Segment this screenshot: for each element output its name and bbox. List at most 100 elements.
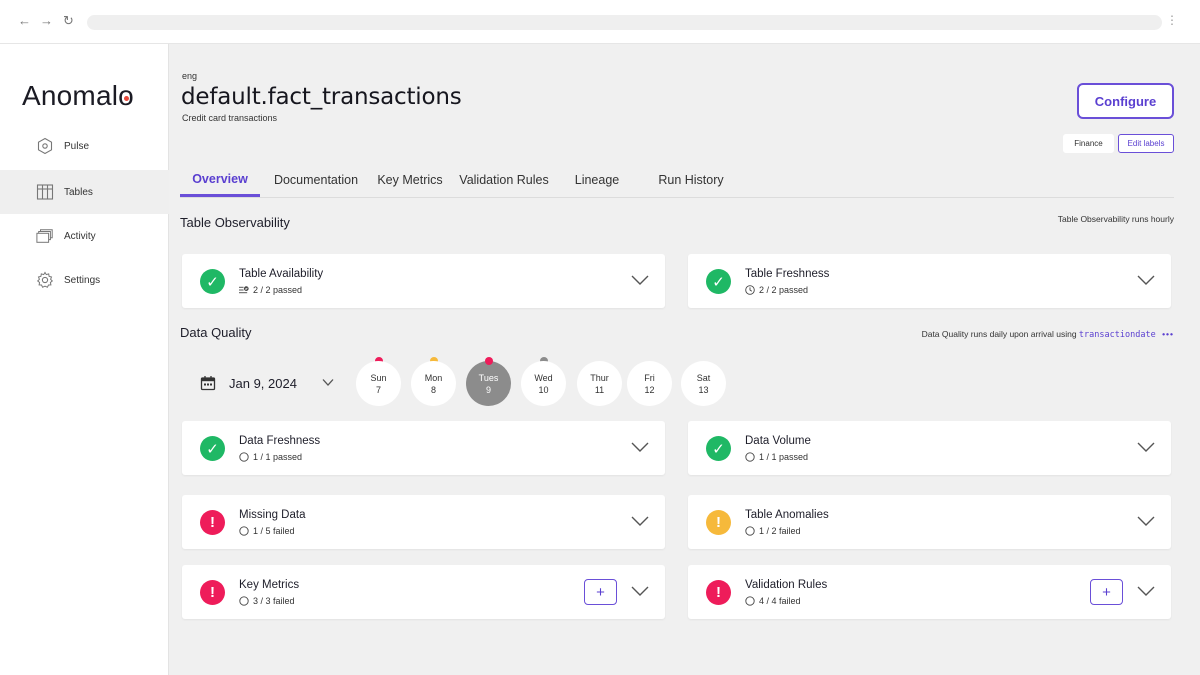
circle-icon — [745, 526, 755, 536]
check-result: 1 / 2 failed — [745, 526, 801, 536]
chevron-down-icon[interactable] — [631, 585, 649, 597]
check-error-icon: ! — [200, 510, 225, 535]
day-status-dot — [485, 357, 493, 365]
tab-overview[interactable]: Overview — [180, 163, 260, 197]
check-name: Validation Rules — [745, 579, 828, 591]
back-arrow-icon[interactable]: ← — [18, 13, 31, 28]
edit-labels-button[interactable]: Edit labels — [1118, 134, 1174, 153]
check-success-icon: ✓ — [200, 436, 225, 461]
check-card-data-volume[interactable]: ✓ Data Volume 1 / 1 passed — [688, 421, 1171, 475]
address-bar[interactable] — [87, 15, 1162, 30]
day-thur-11[interactable]: Thur 11 — [577, 361, 622, 406]
sidebar-item-label: Pulse — [64, 140, 90, 152]
check-card-key-metrics[interactable]: ! Key Metrics 3 / 3 failed + — [182, 565, 665, 619]
day-fri-12[interactable]: Fri 12 — [627, 361, 672, 406]
check-result: 3 / 3 failed — [239, 596, 295, 606]
observability-title: Table Observability — [180, 215, 290, 230]
sidebar-item-label: Settings — [64, 274, 101, 286]
check-name: Data Freshness — [239, 435, 321, 447]
check-name: Key Metrics — [239, 579, 300, 591]
check-result: 2 / 2 passed — [239, 285, 302, 295]
arrival-column[interactable]: transactiondate — [1078, 330, 1156, 340]
calendar-icon — [200, 376, 216, 391]
pulse-icon — [36, 137, 54, 155]
browser-toolbar: ← → ↻ ⋮ — [0, 0, 1200, 44]
chevron-down-icon[interactable] — [631, 515, 649, 527]
page-title: default.fact_transactions — [181, 84, 462, 110]
check-error-icon: ! — [200, 580, 225, 605]
anomalo-logo[interactable]: Anomalo — [22, 80, 134, 111]
selected-date: Jan 9, 2024 — [229, 375, 297, 391]
data-quality-title: Data Quality — [180, 325, 252, 340]
check-card-missing-data[interactable]: ! Missing Data 1 / 5 failed — [182, 495, 665, 549]
tab-key-metrics[interactable]: Key Metrics — [377, 173, 443, 187]
date-picker[interactable]: Jan 9, 2024 — [182, 362, 350, 404]
check-name: Table Anomalies — [745, 509, 829, 521]
forward-arrow-icon[interactable]: → — [40, 13, 53, 28]
day-wed-10[interactable]: Wed 10 — [521, 361, 566, 406]
check-card-table-anomalies[interactable]: ! Table Anomalies 1 / 2 failed — [688, 495, 1171, 549]
day-mon-8[interactable]: Mon 8 — [411, 361, 456, 406]
more-options-icon[interactable]: ••• — [1162, 329, 1174, 339]
check-name: Table Freshness — [745, 268, 830, 280]
add-key-metric-button[interactable]: + — [584, 579, 617, 605]
circle-icon — [239, 526, 249, 536]
chevron-down-icon[interactable] — [1137, 441, 1155, 453]
check-card-table-availability[interactable]: ✓ Table Availability 2 / 2 passed — [182, 254, 665, 308]
table-description: Credit card transactions — [182, 113, 278, 123]
check-error-icon: ! — [706, 580, 731, 605]
tab-documentation[interactable]: Documentation — [273, 173, 359, 187]
sidebar-item-activity[interactable]: Activity — [0, 214, 169, 258]
check-name: Table Availability — [239, 268, 324, 280]
check-success-icon: ✓ — [706, 269, 731, 294]
observability-note: Table Observability runs hourly — [1057, 214, 1174, 224]
configure-button[interactable]: Configure — [1077, 83, 1174, 119]
add-validation-rule-button[interactable]: + — [1090, 579, 1123, 605]
circle-icon — [745, 596, 755, 606]
day-sat-13[interactable]: Sat 13 — [681, 361, 726, 406]
tab-bar: Overview Documentation Key Metrics Valid… — [180, 163, 1174, 198]
tab-validation-rules[interactable]: Validation Rules — [459, 173, 549, 187]
reload-icon[interactable]: ↻ — [63, 13, 74, 28]
day-tues-9[interactable]: Tues 9 — [466, 361, 511, 406]
chevron-down-icon — [322, 379, 334, 386]
sidebar: Anomalo Pulse Tables Activity Settings — [0, 44, 169, 675]
chevron-down-icon[interactable] — [1137, 274, 1155, 286]
chevron-down-icon[interactable] — [1137, 585, 1155, 597]
chevron-down-icon[interactable] — [1137, 515, 1155, 527]
chevron-down-icon[interactable] — [631, 441, 649, 453]
check-result: 2 / 2 passed — [745, 285, 808, 295]
check-card-data-freshness[interactable]: ✓ Data Freshness 1 / 1 passed — [182, 421, 665, 475]
data-quality-note: Data Quality runs daily upon arrival usi… — [921, 329, 1174, 340]
circle-icon — [745, 452, 755, 462]
sidebar-item-pulse[interactable]: Pulse — [0, 124, 169, 168]
check-warning-icon: ! — [706, 510, 731, 535]
clock-icon — [745, 285, 755, 295]
day-sun-7[interactable]: Sun 7 — [356, 361, 401, 406]
tab-run-history[interactable]: Run History — [658, 173, 724, 187]
sidebar-item-tables[interactable]: Tables — [0, 170, 169, 214]
checklist-icon — [239, 285, 249, 295]
check-result: 1 / 1 passed — [239, 452, 302, 462]
chevron-down-icon[interactable] — [631, 274, 649, 286]
browser-menu-icon[interactable]: ⋮ — [1166, 13, 1178, 27]
sidebar-item-settings[interactable]: Settings — [0, 258, 169, 302]
table-icon — [36, 183, 54, 201]
circle-icon — [239, 452, 249, 462]
schema-label: eng — [182, 71, 198, 81]
sidebar-item-label: Tables — [64, 186, 93, 198]
circle-icon — [239, 596, 249, 606]
check-result: 1 / 1 passed — [745, 452, 808, 462]
label-chip-finance[interactable]: Finance — [1063, 134, 1114, 153]
check-success-icon: ✓ — [200, 269, 225, 294]
gear-icon — [36, 271, 54, 289]
check-result: 1 / 5 failed — [239, 526, 295, 536]
check-success-icon: ✓ — [706, 436, 731, 461]
sidebar-item-label: Activity — [64, 230, 96, 242]
tab-lineage[interactable]: Lineage — [574, 173, 620, 187]
check-result: 4 / 4 failed — [745, 596, 801, 606]
check-card-table-freshness[interactable]: ✓ Table Freshness 2 / 2 passed — [688, 254, 1171, 308]
activity-icon — [36, 227, 54, 245]
check-card-validation-rules[interactable]: ! Validation Rules 4 / 4 failed + — [688, 565, 1171, 619]
check-name: Missing Data — [239, 509, 306, 521]
